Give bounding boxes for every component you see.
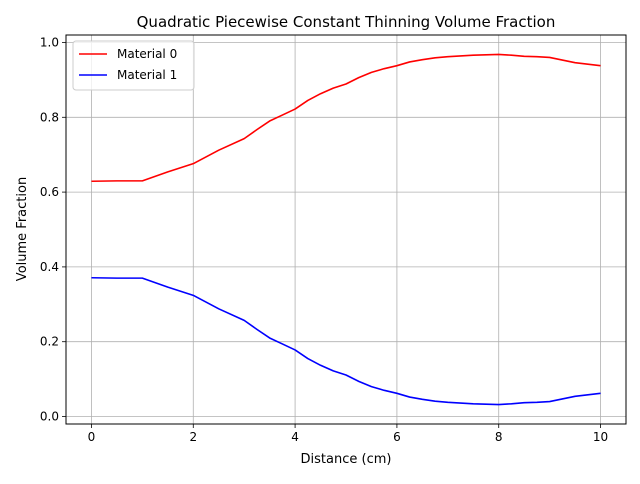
grid-lines	[66, 35, 626, 424]
legend-label: Material 0	[117, 47, 177, 61]
y-tick-label: 0.6	[40, 185, 59, 199]
y-tick-label: 0.8	[40, 110, 59, 124]
legend-label: Material 1	[117, 68, 177, 82]
x-tick-label: 8	[495, 430, 503, 444]
plot-frame	[65, 34, 627, 425]
x-tick-label: 6	[393, 430, 401, 444]
x-tick-label: 4	[291, 430, 299, 444]
y-tick-label: 0.0	[40, 410, 59, 424]
x-tick-label: 0	[88, 430, 96, 444]
y-axis-label: Volume Fraction	[15, 177, 30, 281]
y-tick-label: 1.0	[40, 35, 59, 49]
chart-title: Quadratic Piecewise Constant Thinning Vo…	[137, 13, 556, 31]
y-tick-label: 0.4	[40, 260, 59, 274]
x-axis-label: Distance (cm)	[301, 452, 392, 467]
legend: Material 0 Material 1	[72, 40, 195, 91]
series-line-material-0	[91, 53, 601, 183]
series-lines	[91, 53, 601, 406]
series-line-material-1	[91, 276, 601, 406]
axis-ticks: 0 2 4 6 8 10 0.0 0.2 0.4 0.6 0.8 1.0	[40, 35, 608, 444]
x-tick-label: 10	[593, 430, 608, 444]
x-tick-label: 2	[189, 430, 197, 444]
y-tick-label: 0.2	[40, 335, 59, 349]
